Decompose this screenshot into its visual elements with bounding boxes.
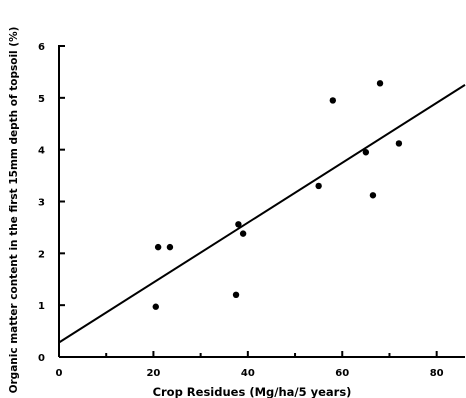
x-tick-label: 80	[430, 368, 444, 379]
y-tick-label: 2	[38, 249, 45, 260]
data-point	[395, 140, 403, 147]
data-point	[329, 97, 337, 104]
data-point	[232, 291, 240, 298]
data-point	[152, 303, 159, 310]
data-point	[315, 182, 322, 190]
x-tick-label: 60	[335, 368, 349, 379]
x-tick-label: 40	[241, 368, 255, 379]
axis-labels-group: Crop Residues (Mg/ha/5 years) Organic ma…	[8, 27, 351, 398]
data-point	[362, 149, 370, 156]
y-tick-label: 4	[38, 146, 45, 157]
y-tick-label: 0	[38, 353, 45, 364]
x-tick-label: 20	[146, 368, 160, 379]
data-point	[376, 80, 384, 87]
x-tick-label: 0	[56, 368, 63, 379]
data-point	[235, 221, 242, 228]
data-point	[369, 192, 377, 199]
y-tick-label: 3	[38, 198, 45, 209]
x-axis-title: Crop Residues (Mg/ha/5 years)	[153, 385, 352, 398]
trendline-group	[58, 84, 466, 344]
data-point	[154, 243, 162, 251]
y-axis-title: Organic matter content in the first 15mm…	[8, 27, 20, 394]
data-point	[166, 243, 174, 251]
data-point	[239, 230, 247, 237]
regression-line	[58, 84, 466, 344]
points-group	[152, 80, 403, 310]
y-tick-label: 1	[38, 301, 45, 312]
y-tick-label: 5	[38, 94, 45, 105]
y-tick-label: 6	[38, 42, 45, 53]
